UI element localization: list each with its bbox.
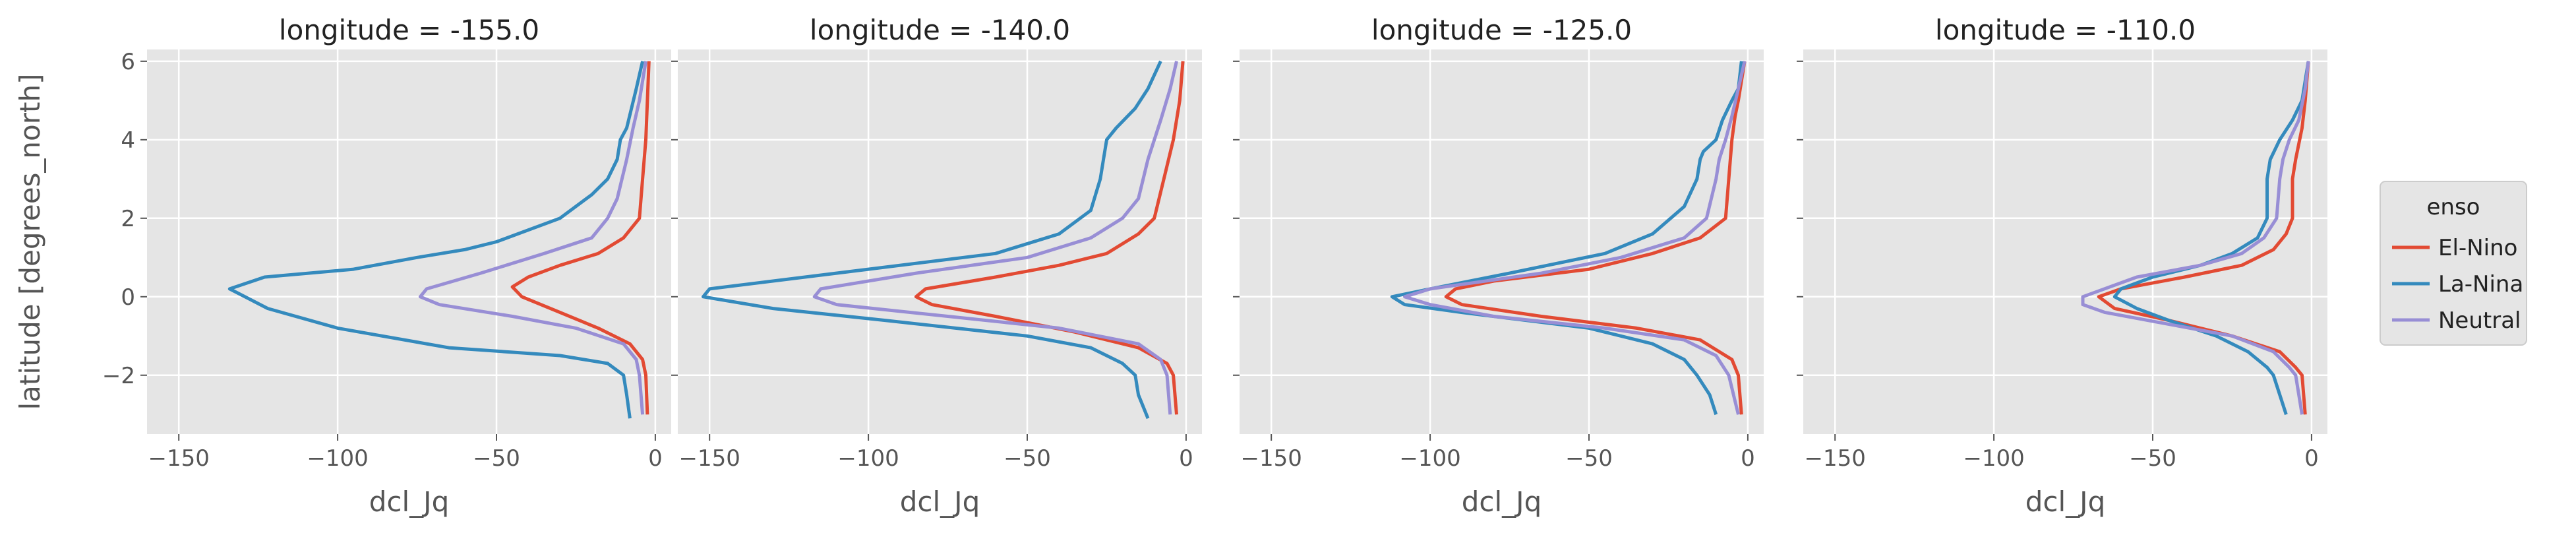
x-tick-label: −100 (1963, 445, 2024, 472)
panel-background (678, 49, 1202, 434)
x-tick-label: −50 (1003, 445, 1051, 472)
y-tick-label: 0 (121, 284, 135, 311)
legend-label-el-nino: El-Nino (2438, 235, 2517, 261)
x-axis-label: dcl_Jq (369, 486, 449, 518)
legend-box (2380, 181, 2527, 346)
series-line-neutral (418, 61, 647, 415)
x-axis-label: dcl_Jq (2025, 486, 2105, 518)
panel-4: −150 −100 −50 0 longitude = -110.0 dcl_Jq (1797, 14, 2327, 518)
series-line-la-nina (227, 61, 645, 419)
panel-title: longitude = -140.0 (810, 14, 1070, 46)
panel-title: longitude = -110.0 (1935, 14, 2196, 46)
series-line-el-nino (510, 61, 651, 415)
series-line-el-nino (914, 61, 1185, 415)
panel-background (1803, 49, 2327, 434)
y-tick-label: −2 (102, 363, 135, 389)
x-tick-label: −50 (1565, 445, 1613, 472)
legend: enso El-Nino La-Nina Neutral (2380, 181, 2527, 346)
x-tick-label: −150 (148, 445, 209, 472)
x-tick-label: 0 (648, 445, 663, 472)
series-line-neutral (2081, 61, 2310, 415)
x-tick-label: 0 (1741, 445, 1755, 472)
series-line-la-nina (1390, 61, 1743, 416)
x-axis-label: dcl_Jq (900, 486, 980, 518)
x-tick-label: −50 (473, 445, 520, 472)
legend-title: enso (2427, 194, 2480, 220)
legend-label-neutral: Neutral (2438, 307, 2521, 334)
y-tick-label: 2 (121, 206, 135, 232)
y-axis-label: latitude [degrees_north] (14, 74, 46, 410)
panels-layer: −150 −100 −50 0 −2 0 2 4 6 longitude = -155.0 dcl_… (102, 14, 2327, 518)
panel-background (147, 49, 671, 434)
x-tick-label: −50 (2129, 445, 2176, 472)
panel-title: longitude = -155.0 (279, 14, 539, 46)
x-tick-label: 0 (1179, 445, 1193, 472)
panel-2: −150 −100 −50 0 longitude = -140.0 dcl_Jq (671, 14, 1202, 518)
series-line-neutral (1403, 61, 1747, 415)
series-line-el-nino (2097, 61, 2310, 415)
x-tick-label: −150 (1804, 445, 1865, 472)
series-line-neutral (812, 61, 1178, 415)
x-tick-label: −150 (678, 445, 740, 472)
x-tick-label: 0 (2304, 445, 2319, 472)
y-tick-label: 4 (121, 127, 135, 154)
legend-label-la-nina: La-Nina (2438, 271, 2523, 298)
panel-1: −150 −100 −50 0 −2 0 2 4 6 longitude = -155.0 dcl_… (102, 14, 671, 518)
panel-title: longitude = -125.0 (1371, 14, 1632, 46)
x-axis-label: dcl_Jq (1462, 486, 1542, 518)
x-tick-label: −100 (837, 445, 899, 472)
series-line-la-nina (702, 60, 1162, 420)
panel-3: −150 −100 −50 0 longitude = -125.0 dcl_Jq (1233, 14, 1764, 518)
x-tick-label: −150 (1240, 445, 1302, 472)
x-tick-label: −100 (307, 445, 368, 472)
y-tick-label: 6 (121, 49, 135, 75)
x-tick-label: −100 (1399, 445, 1460, 472)
